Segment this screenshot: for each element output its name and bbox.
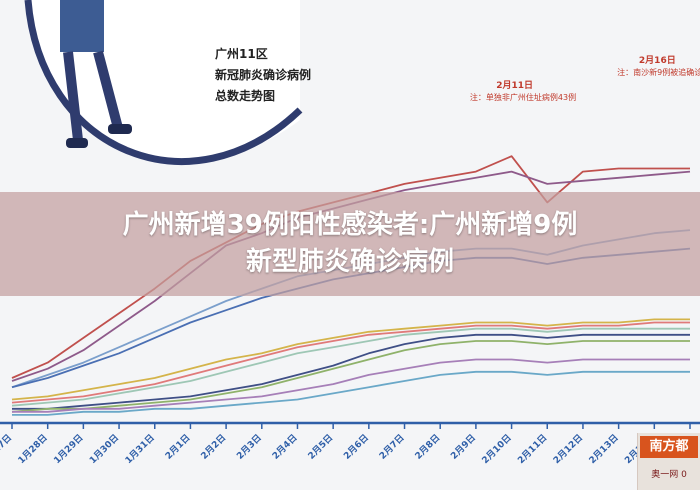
headline-line-1: 广州新增39例阳性感染者:广州新增9例	[122, 210, 578, 240]
brand-watermark: 南方都 奥一网 0	[637, 433, 700, 490]
brand-logo: 南方都	[640, 436, 698, 458]
x-tick-label-15: 2月10日	[480, 432, 514, 466]
series-line-5	[11, 318, 690, 401]
x-tick-label-13: 2月8日	[413, 432, 442, 461]
brand-subtext: 奥一网 0	[651, 470, 687, 480]
series-line-8	[12, 333, 690, 410]
illustration-figure	[60, 0, 104, 52]
series-line-10	[12, 358, 690, 413]
x-tick-label-18: 2月13日	[587, 432, 621, 466]
x-tick-label-8: 2月3日	[235, 432, 264, 461]
illustration	[24, 0, 303, 165]
series-line-9	[11, 340, 690, 413]
x-tick-label-5: 1月31日	[123, 432, 157, 466]
annotation-date-2: 2月16日	[639, 55, 676, 66]
x-tick-label-2: 1月28日	[16, 432, 50, 466]
x-tick-label-10: 2月5日	[306, 432, 335, 461]
x-tick-label-1: 1月27日	[0, 432, 14, 466]
illustration-arc-stroke	[24, 0, 303, 165]
series-line-6	[11, 321, 690, 404]
x-tick-label-17: 2月12日	[551, 432, 585, 466]
series-line-7	[11, 327, 690, 407]
x-tick-label-7: 2月2日	[199, 432, 228, 461]
illustration-shoe-right	[108, 124, 132, 134]
headline-line-2: 新型肺炎确诊病例	[245, 247, 454, 277]
annotation-text-1: 注：单独非广州住址病例43例	[470, 92, 576, 102]
annotation-text-2: 注：南沙新9例被追确诊病例正为	[617, 67, 700, 77]
x-tick-label-16: 2月11日	[516, 432, 550, 466]
illustration-shoe-left	[66, 138, 88, 148]
chart-title-line-1: 广州11区	[215, 47, 268, 61]
chart-title-line-2: 新冠肺炎确诊病例	[215, 68, 312, 82]
x-tick-label-14: 2月9日	[449, 432, 478, 461]
headline-banner: 广州新增39例阳性感染者:广州新增9例 新型肺炎确诊病例	[0, 192, 700, 296]
x-tick-label-12: 2月7日	[377, 432, 406, 461]
x-tick-label-3: 1月29日	[52, 432, 86, 466]
x-tick-label-4: 1月30日	[87, 432, 121, 466]
x-tick-label-11: 2月6日	[342, 432, 371, 461]
chart-title: 广州11区 新冠肺炎确诊病例 总数走势图	[215, 44, 311, 107]
x-tick-label-9: 2月4日	[270, 432, 299, 461]
chart-title-line-3: 总数走势图	[215, 89, 276, 103]
x-tick-label-6: 2月1日	[163, 432, 192, 461]
series-line-11	[12, 370, 690, 416]
annotation-date-1: 2月11日	[496, 80, 533, 91]
illustration-legs	[63, 50, 123, 141]
